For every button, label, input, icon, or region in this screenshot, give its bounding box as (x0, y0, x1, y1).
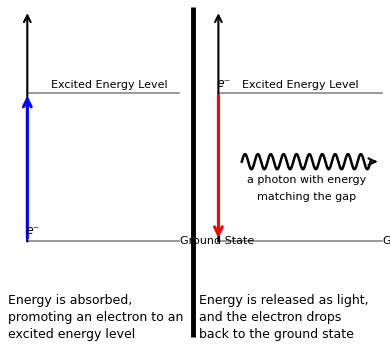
Text: a photon with energy
matching the gap: a photon with energy matching the gap (246, 175, 366, 202)
Text: Excited Energy Level: Excited Energy Level (242, 80, 358, 90)
Text: Ground State: Ground State (383, 236, 390, 246)
Text: Ground State: Ground State (180, 236, 254, 246)
Text: Excited Energy Level: Excited Energy Level (51, 80, 167, 90)
Text: Energy is released as light,
and the electron drops
back to the ground state: Energy is released as light, and the ele… (199, 293, 369, 341)
Text: e⁻: e⁻ (216, 77, 231, 90)
Text: e⁻: e⁻ (25, 224, 40, 237)
Text: Energy is absorbed,
promoting an electron to an
excited energy level: Energy is absorbed, promoting an electro… (8, 293, 183, 341)
